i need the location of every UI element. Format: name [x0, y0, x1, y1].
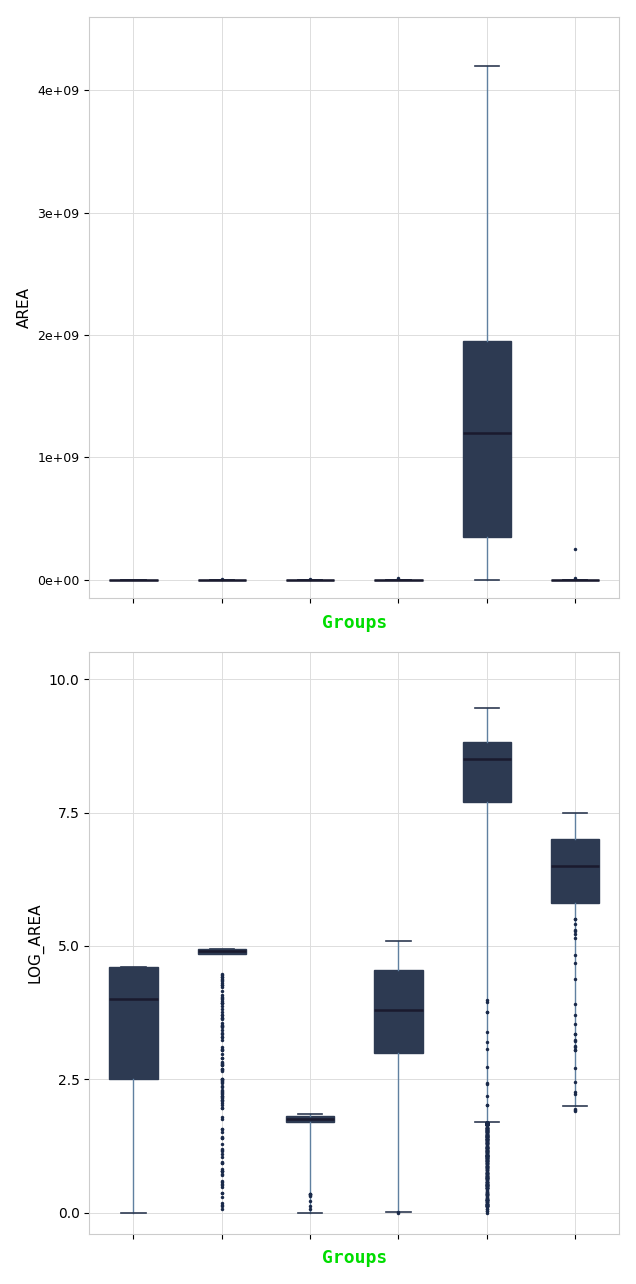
PathPatch shape — [551, 840, 600, 903]
PathPatch shape — [462, 742, 511, 801]
PathPatch shape — [462, 342, 511, 537]
PathPatch shape — [198, 949, 246, 954]
X-axis label: Groups: Groups — [322, 1249, 387, 1267]
X-axis label: Groups: Groups — [322, 614, 387, 632]
PathPatch shape — [109, 967, 158, 1080]
PathPatch shape — [286, 1116, 335, 1122]
Y-axis label: LOG_AREA: LOG_AREA — [27, 903, 43, 984]
Y-axis label: AREA: AREA — [17, 288, 32, 327]
PathPatch shape — [374, 969, 423, 1053]
